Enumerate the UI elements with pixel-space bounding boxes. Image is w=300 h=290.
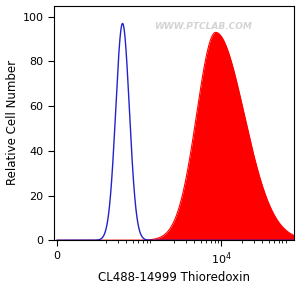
Y-axis label: Relative Cell Number: Relative Cell Number [6, 60, 19, 186]
X-axis label: CL488-14999 Thioredoxin: CL488-14999 Thioredoxin [98, 271, 250, 284]
Text: WWW.PTCLAB.COM: WWW.PTCLAB.COM [154, 22, 252, 31]
